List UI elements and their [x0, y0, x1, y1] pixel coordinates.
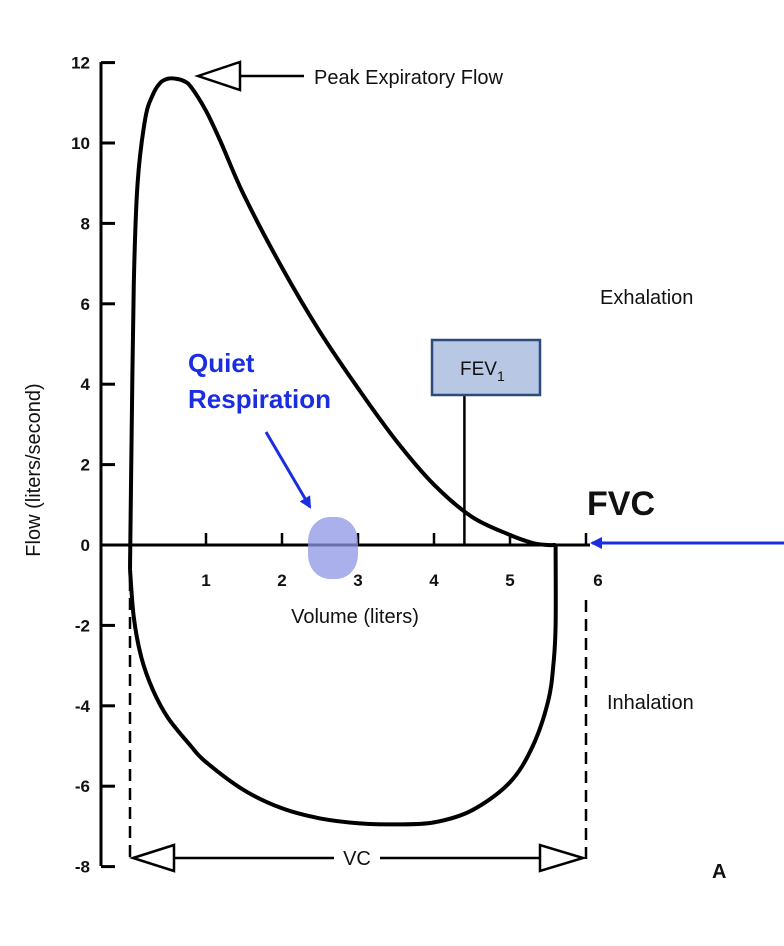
y-axis-label: Flow (liters/second)	[23, 383, 45, 556]
fev1-label-main: FEV	[460, 359, 497, 380]
inhalation-curve	[128, 544, 558, 827]
y-tick-label: 0	[81, 536, 90, 555]
panel-letter: A	[712, 861, 726, 883]
x-tick-label: 1	[201, 571, 210, 590]
x-tick-label: 5	[505, 571, 514, 590]
quiet-respiration-blob	[308, 517, 358, 579]
exhalation-curve	[128, 76, 556, 570]
y-tick-label: 4	[81, 375, 91, 394]
y-tick-label: -8	[75, 858, 90, 877]
x-tick-label: 3	[353, 571, 362, 590]
quiet-respiration-label-line2: Respiration	[188, 384, 331, 414]
fvc-label: FVC	[587, 485, 655, 523]
x-tick-label: 4	[429, 571, 439, 590]
vc-label: VC	[343, 848, 371, 870]
y-axis-ticks: 12 10 8 6 4 2 0 -2 -4 -6 -8	[71, 54, 115, 877]
fev1-box	[430, 338, 542, 397]
fev1-label: FEV1	[460, 359, 505, 384]
vc-right-arrowhead	[538, 843, 588, 873]
x-axis-label: Volume (liters)	[291, 606, 419, 628]
x-tick-label: 6	[593, 571, 602, 590]
peak-flow-arrowhead	[194, 60, 242, 92]
y-tick-label: 6	[81, 295, 90, 314]
quiet-respiration-label-line1: Quiet	[188, 348, 255, 378]
x-tick-label: 2	[277, 571, 286, 590]
inhalation-label: Inhalation	[607, 692, 694, 714]
y-tick-label: 8	[81, 214, 90, 233]
y-tick-label: -4	[75, 697, 91, 716]
exhalation-label: Exhalation	[600, 287, 693, 309]
y-tick-label: 12	[71, 54, 90, 73]
y-tick-label: 2	[81, 456, 90, 475]
y-tick-label: -6	[75, 777, 90, 796]
vc-left-arrowhead	[128, 843, 176, 873]
quiet-respiration-arrow	[264, 431, 312, 509]
y-tick-label: -2	[75, 616, 90, 635]
fev1-label-subscript: 1	[497, 368, 505, 384]
y-tick-label: 10	[71, 134, 90, 153]
peak-expiratory-flow-label: Peak Expiratory Flow	[314, 67, 504, 89]
x-axis-ticks: 1 2 3 4 5 6	[201, 533, 603, 590]
